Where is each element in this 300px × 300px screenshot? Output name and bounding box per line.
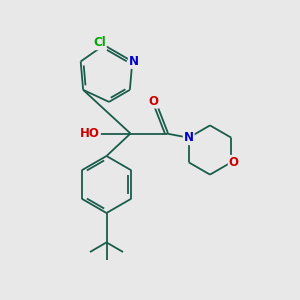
Text: O: O	[148, 94, 159, 108]
Text: HO: HO	[80, 127, 100, 140]
Text: O: O	[229, 156, 239, 169]
Text: N: N	[184, 131, 194, 144]
Text: N: N	[129, 55, 139, 68]
Text: Cl: Cl	[93, 36, 106, 49]
